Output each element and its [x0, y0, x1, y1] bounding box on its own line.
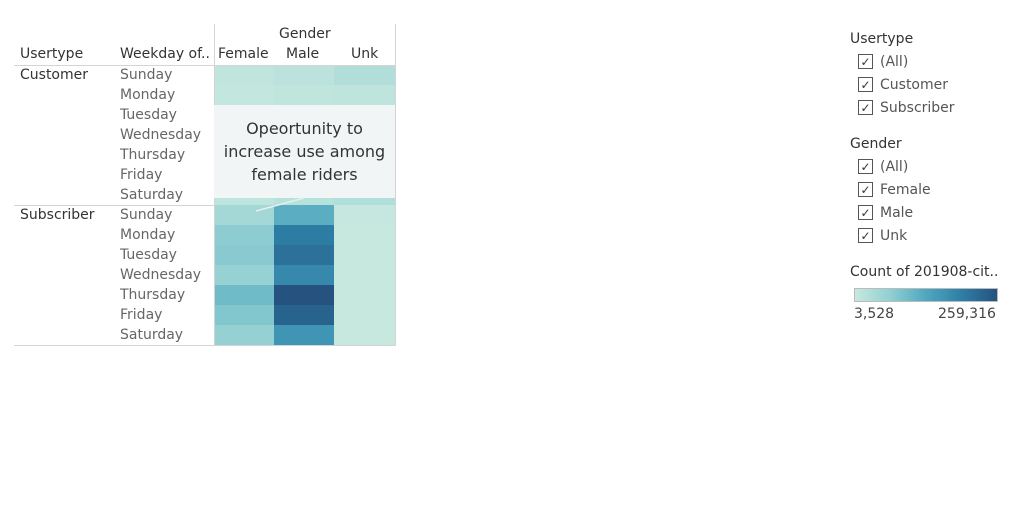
filter-item-label: Male	[880, 204, 914, 221]
heatmap-cell-male[interactable]	[274, 65, 334, 85]
usertype-filter-customer[interactable]: ✓ Customer	[850, 73, 955, 96]
gender-filter-unk[interactable]: ✓ Unk	[850, 224, 931, 247]
heatmap-cell-female[interactable]	[214, 265, 274, 285]
heatmap-cell-male[interactable]	[274, 205, 334, 225]
usertype-label: Subscriber	[20, 207, 95, 223]
annotation-line-2: increase use among	[223, 142, 386, 161]
heatmap-cell-female[interactable]	[214, 65, 274, 85]
annotation-box: Opeortunity to increase use among female…	[214, 105, 395, 198]
weekday-label: Monday	[120, 87, 176, 103]
filter-item-label: Female	[880, 181, 931, 198]
filter-item-label: (All)	[880, 158, 909, 175]
row-header-weekday: Weekday of..	[120, 46, 210, 62]
heatmap-cell-male[interactable]	[274, 265, 334, 285]
heatmap-cell-female[interactable]	[214, 325, 274, 345]
color-legend-min: 3,528	[854, 306, 895, 322]
heatmap-cell-female[interactable]	[214, 305, 274, 325]
heatmap-cell-unk[interactable]	[334, 205, 395, 225]
checkbox-checked-icon[interactable]: ✓	[858, 77, 873, 92]
heatmap-cell-female[interactable]	[214, 225, 274, 245]
checkbox-checked-icon[interactable]: ✓	[858, 182, 873, 197]
heatmap-cell-unk[interactable]	[334, 305, 395, 325]
weekday-label: Thursday	[120, 287, 186, 303]
weekday-label: Tuesday	[120, 247, 177, 263]
heatmap-cell-male[interactable]	[274, 225, 334, 245]
gender-filter-male[interactable]: ✓ Male	[850, 201, 931, 224]
weekday-label: Tuesday	[120, 107, 177, 123]
heatmap-cell-female[interactable]	[214, 245, 274, 265]
weekday-label: Wednesday	[120, 127, 202, 143]
weekday-label: Friday	[120, 167, 163, 183]
heatmap-cell-unk[interactable]	[334, 285, 395, 305]
filter-item-label: Subscriber	[880, 99, 955, 116]
heatmap-cell-unk[interactable]	[334, 65, 395, 85]
heatmap-cell-unk[interactable]	[334, 325, 395, 345]
heatmap-cell-male[interactable]	[274, 245, 334, 265]
heatmap-cell-female[interactable]	[214, 285, 274, 305]
heatmap-cell-female[interactable]	[214, 205, 274, 225]
gender-filter-title: Gender	[850, 136, 902, 152]
usertype-filter-all[interactable]: ✓ (All)	[850, 50, 955, 73]
filter-item-label: Customer	[880, 76, 949, 93]
heatmap-cell-female[interactable]	[214, 85, 274, 105]
usertype-filter-subscriber[interactable]: ✓ Subscriber	[850, 96, 955, 119]
checkbox-checked-icon[interactable]: ✓	[858, 54, 873, 69]
bottom-divider	[14, 345, 396, 346]
checkbox-checked-icon[interactable]: ✓	[858, 159, 873, 174]
annotation-line-1: Opeortunity to	[246, 119, 363, 138]
column-header-male: Male	[286, 46, 320, 62]
gender-filter: Gender ✓ (All) ✓ Female ✓ Male ✓ Unk	[850, 133, 931, 247]
weekday-label: Sunday	[120, 67, 173, 83]
heatmap-cell-unk[interactable]	[334, 225, 395, 245]
weekday-label: Saturday	[120, 187, 184, 203]
filter-item-label: (All)	[880, 53, 909, 70]
gender-filter-female[interactable]: ✓ Female	[850, 178, 931, 201]
color-legend: Count of 201908-cit..	[850, 261, 998, 283]
weekday-label: Thursday	[120, 147, 186, 163]
annotation-line-3: female riders	[251, 165, 358, 184]
header-divider	[14, 65, 396, 66]
row-header-usertype: Usertype	[20, 46, 84, 62]
checkbox-checked-icon[interactable]: ✓	[858, 100, 873, 115]
weekday-label: Monday	[120, 227, 176, 243]
heatmap-cell-male[interactable]	[274, 285, 334, 305]
heatmap-cell-male[interactable]	[274, 305, 334, 325]
weekday-label: Sunday	[120, 207, 173, 223]
usertype-filter: Usertype ✓ (All) ✓ Customer ✓ Subscriber	[850, 28, 955, 119]
color-legend-title: Count of 201908-cit..	[850, 264, 999, 280]
heatmap-cell-male[interactable]	[274, 325, 334, 345]
gender-filter-all[interactable]: ✓ (All)	[850, 155, 931, 178]
filter-item-label: Unk	[880, 227, 908, 244]
weekday-label: Friday	[120, 307, 163, 323]
group-divider	[14, 205, 214, 206]
usertype-filter-title: Usertype	[850, 31, 914, 47]
checkbox-checked-icon[interactable]: ✓	[858, 228, 873, 243]
column-header-female: Female	[218, 46, 269, 62]
weekday-label: Wednesday	[120, 267, 202, 283]
usertype-label: Customer	[20, 67, 89, 83]
heatmap-cell-unk[interactable]	[334, 245, 395, 265]
checkbox-checked-icon[interactable]: ✓	[858, 205, 873, 220]
color-gradient-bar	[854, 288, 998, 302]
color-legend-max: 259,316	[938, 306, 996, 322]
heatmap-cell-unk[interactable]	[334, 85, 395, 105]
column-header-unk: Unk	[351, 46, 379, 62]
column-area-right-border	[395, 24, 396, 346]
column-group-header: Gender	[279, 26, 331, 42]
heatmap-cell-unk[interactable]	[334, 265, 395, 285]
heatmap-cell-male[interactable]	[274, 85, 334, 105]
heatmap-view: Gender Usertype Weekday of.. Female Male…	[14, 24, 396, 346]
weekday-label: Saturday	[120, 327, 184, 343]
